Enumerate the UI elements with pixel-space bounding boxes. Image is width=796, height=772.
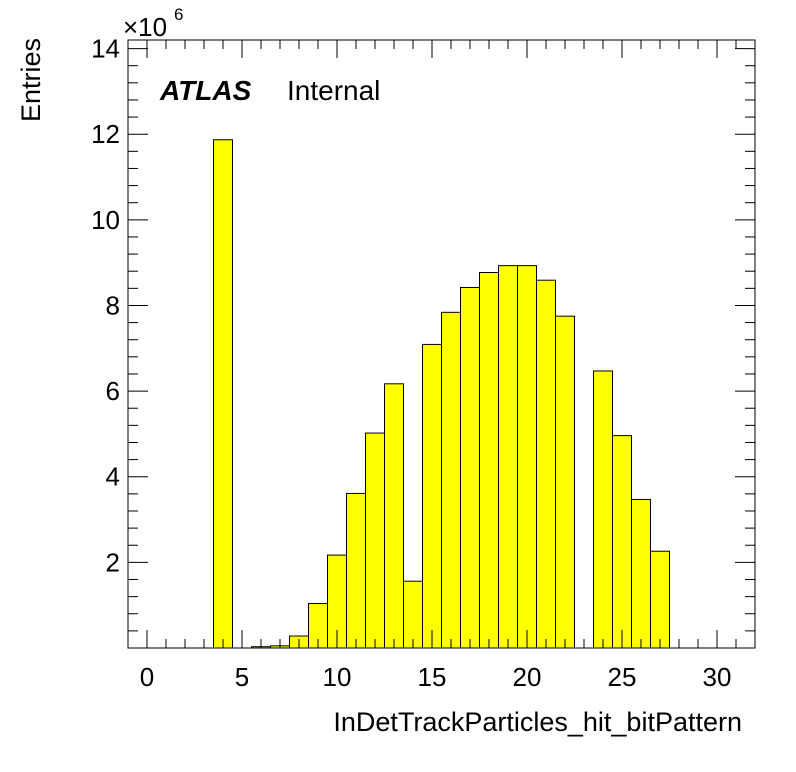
- histogram-bar: [612, 435, 632, 649]
- histogram-bar: [555, 315, 575, 649]
- x-tick-label: 0: [140, 662, 154, 692]
- x-tick-label: 10: [323, 662, 352, 692]
- x-tick-label: 5: [235, 662, 249, 692]
- y-tick-label: 2: [106, 547, 120, 577]
- histogram-bar: [422, 343, 442, 649]
- histogram-bar: [441, 311, 461, 649]
- histogram-bar: [498, 265, 518, 649]
- y-tick-label: 4: [106, 462, 120, 492]
- histogram-bar: [346, 492, 366, 649]
- x-tick-label: 15: [418, 662, 447, 692]
- histogram-bar: [517, 265, 537, 649]
- histogram-bar: [650, 550, 670, 649]
- y-tick-label: 10: [91, 205, 120, 235]
- x-tick-label: 25: [608, 662, 637, 692]
- histogram-bar: [384, 383, 404, 649]
- internal-label: Internal: [287, 75, 380, 106]
- histogram-bars: [213, 139, 670, 649]
- x-axis-title: InDetTrackParticles_hit_bitPattern: [333, 707, 742, 737]
- y-tick-label: 8: [106, 290, 120, 320]
- histogram-bar: [403, 580, 423, 649]
- y-tick-label: 14: [91, 34, 120, 64]
- histogram-bar: [536, 279, 556, 649]
- y-multiplier: ×10: [123, 12, 167, 42]
- histogram-bar: [479, 271, 499, 649]
- plot-frame: [127, 39, 756, 649]
- y-tick-label: 6: [106, 376, 120, 406]
- y-axis-title: Entries: [16, 38, 46, 122]
- histogram-bar: [593, 370, 613, 649]
- y-tick-label: 12: [91, 119, 120, 149]
- axis-ticks: [128, 40, 755, 648]
- atlas-label: ATLAS: [159, 75, 252, 106]
- x-tick-label: 20: [513, 662, 542, 692]
- histogram-bar: [631, 498, 651, 649]
- histogram-bar: [460, 286, 480, 649]
- histogram-bar: [365, 432, 385, 649]
- y-multiplier-exponent: 6: [174, 5, 183, 24]
- x-tick-label: 30: [703, 662, 732, 692]
- histogram-bar: [213, 139, 233, 649]
- axis-tick-labels: 0 5 10 15 20 25 30 2 4 6 8 10 12 14: [91, 34, 731, 692]
